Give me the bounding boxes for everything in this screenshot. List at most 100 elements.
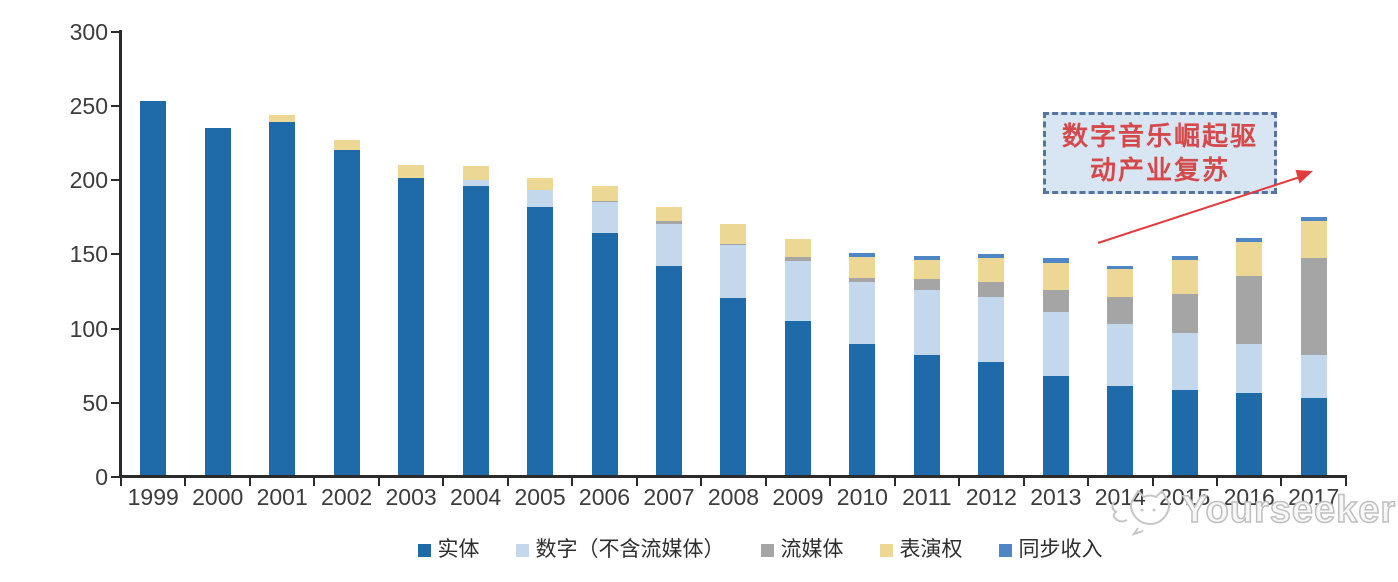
legend-label: 表演权 <box>899 538 963 561</box>
annotation-callout-box: 数字音乐崛起驱 动产业复苏 <box>1043 112 1277 194</box>
bar-segment-流媒体 <box>784 256 811 262</box>
stacked-bar-2016 <box>1236 237 1263 475</box>
x-axis-tick-label: 2015 <box>1159 484 1211 510</box>
legend-swatch-icon <box>879 543 893 557</box>
bar-segment-流媒体 <box>655 221 682 225</box>
bar-segment-流媒体 <box>978 282 1005 297</box>
y-axis-tick <box>111 253 120 256</box>
bar-segment-同步收入 <box>1171 255 1198 260</box>
x-axis-tick <box>571 478 574 486</box>
bar-segment-实体 <box>398 178 425 475</box>
bar-segment-流媒体 <box>1171 294 1198 333</box>
bar-segment-表演权 <box>527 178 554 191</box>
stacked-bar-2017 <box>1300 216 1327 475</box>
x-axis-tick-label: 2005 <box>514 484 566 510</box>
y-axis-tick-label: 300 <box>69 18 108 45</box>
bar-segment-实体 <box>1300 397 1327 475</box>
y-axis-tick-label: 200 <box>69 167 108 194</box>
stacked-bar-2008 <box>720 224 747 475</box>
cat-chat-logo-icon <box>1111 489 1170 536</box>
legend: 实体 数字（不含流媒体） 流媒体 表演权 同步收入 <box>160 538 1360 562</box>
bar-segment-数字（不含流媒体） <box>1300 354 1327 398</box>
bar-segment-实体 <box>913 354 940 475</box>
x-axis-tick <box>764 478 767 486</box>
bar-segment-同步收入 <box>849 252 876 257</box>
bar-segment-实体 <box>204 127 231 475</box>
x-axis-tick-label: 2002 <box>321 484 373 510</box>
x-axis-tick-label: 2006 <box>578 484 631 510</box>
bar-segment-表演权 <box>462 166 489 180</box>
bar-segment-同步收入 <box>913 255 940 260</box>
bar-segment-表演权 <box>1107 268 1134 298</box>
stacked-bar-2013 <box>1042 258 1069 475</box>
stacked-bar-2007 <box>655 206 682 475</box>
x-axis-tick-label: 2014 <box>1094 484 1146 510</box>
annotation-text-line2: 动产业复苏 <box>1089 155 1230 185</box>
x-axis-tick <box>1087 478 1090 486</box>
x-axis-tick <box>506 478 509 486</box>
legend-item: 实体 <box>417 538 480 562</box>
legend-label: 数字（不含流媒体） <box>535 538 725 561</box>
bar-segment-流媒体 <box>1236 276 1263 345</box>
bar-segment-实体 <box>849 344 876 475</box>
x-axis-tick <box>184 478 187 486</box>
bar-segment-流媒体 <box>720 243 747 246</box>
bar-segment-数字（不含流媒体） <box>1042 311 1069 376</box>
legend-label: 同步收入 <box>1018 538 1103 561</box>
legend-swatch-icon <box>760 543 774 557</box>
y-axis-tick-label: 50 <box>82 389 108 416</box>
y-axis-tick-label: 250 <box>69 93 108 120</box>
bar-segment-数字（不含流媒体） <box>978 297 1005 363</box>
bar-segment-流媒体 <box>913 279 940 290</box>
bar-segment-数字（不含流媒体） <box>1107 323 1134 386</box>
y-axis-tick <box>111 30 120 33</box>
bar-segment-实体 <box>784 320 811 475</box>
x-axis-tick-label: 2010 <box>836 484 888 510</box>
y-axis-tick-label: 100 <box>69 315 108 342</box>
stacked-bar-2000 <box>204 127 231 475</box>
x-axis-tick-label: 2000 <box>192 484 244 510</box>
legend-item: 流媒体 <box>760 538 844 562</box>
x-axis-tick <box>635 478 638 486</box>
x-axis-tick <box>958 478 961 486</box>
x-axis-tick <box>442 478 445 486</box>
y-axis-tick <box>111 327 120 330</box>
bar-segment-实体 <box>269 121 296 475</box>
annotation-arrow <box>1097 170 1313 244</box>
bar-segment-实体 <box>1171 390 1198 475</box>
stacked-bar-1999 <box>140 101 167 475</box>
bar-segment-表演权 <box>591 185 618 201</box>
bar-segment-实体 <box>720 298 747 475</box>
x-axis-tick <box>893 478 896 486</box>
x-axis-tick <box>377 478 380 486</box>
bar-segment-实体 <box>591 233 618 475</box>
bar-segment-实体 <box>1042 375 1069 475</box>
stacked-bar-2011 <box>913 255 940 475</box>
bar-segment-数字（不含流媒体） <box>1171 332 1198 391</box>
bar-segment-表演权 <box>333 139 360 151</box>
bar-segment-表演权 <box>720 224 747 244</box>
bar-segment-表演权 <box>1236 242 1263 277</box>
stacked-bar-2014 <box>1107 265 1134 475</box>
stacked-bar-2010 <box>849 252 876 475</box>
bar-segment-表演权 <box>398 164 425 179</box>
bar-segment-表演权 <box>849 256 876 278</box>
bar-segment-流媒体 <box>849 277 876 283</box>
x-axis-tick-label: 2011 <box>902 484 952 510</box>
bar-segment-实体 <box>655 265 682 475</box>
bar-segment-表演权 <box>1171 259 1198 295</box>
y-axis-tick-label: 0 <box>95 464 108 490</box>
x-axis-tick <box>1344 478 1347 486</box>
stacked-bar-2009 <box>784 239 811 475</box>
bar-segment-数字（不含流媒体） <box>591 202 618 234</box>
bar-segment-表演权 <box>655 206 682 222</box>
stacked-bar-2015 <box>1171 255 1198 475</box>
bar-segment-表演权 <box>1300 221 1327 259</box>
bar-segment-同步收入 <box>978 254 1005 259</box>
x-axis-tick <box>700 478 703 486</box>
x-axis-tick-label: 2003 <box>385 484 437 510</box>
legend-swatch-icon <box>515 543 529 557</box>
bar-segment-流媒体 <box>591 200 618 203</box>
bar-segment-数字（不含流媒体） <box>913 289 940 355</box>
